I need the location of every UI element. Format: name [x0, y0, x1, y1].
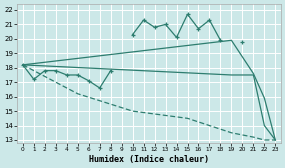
X-axis label: Humidex (Indice chaleur): Humidex (Indice chaleur) [89, 155, 209, 164]
